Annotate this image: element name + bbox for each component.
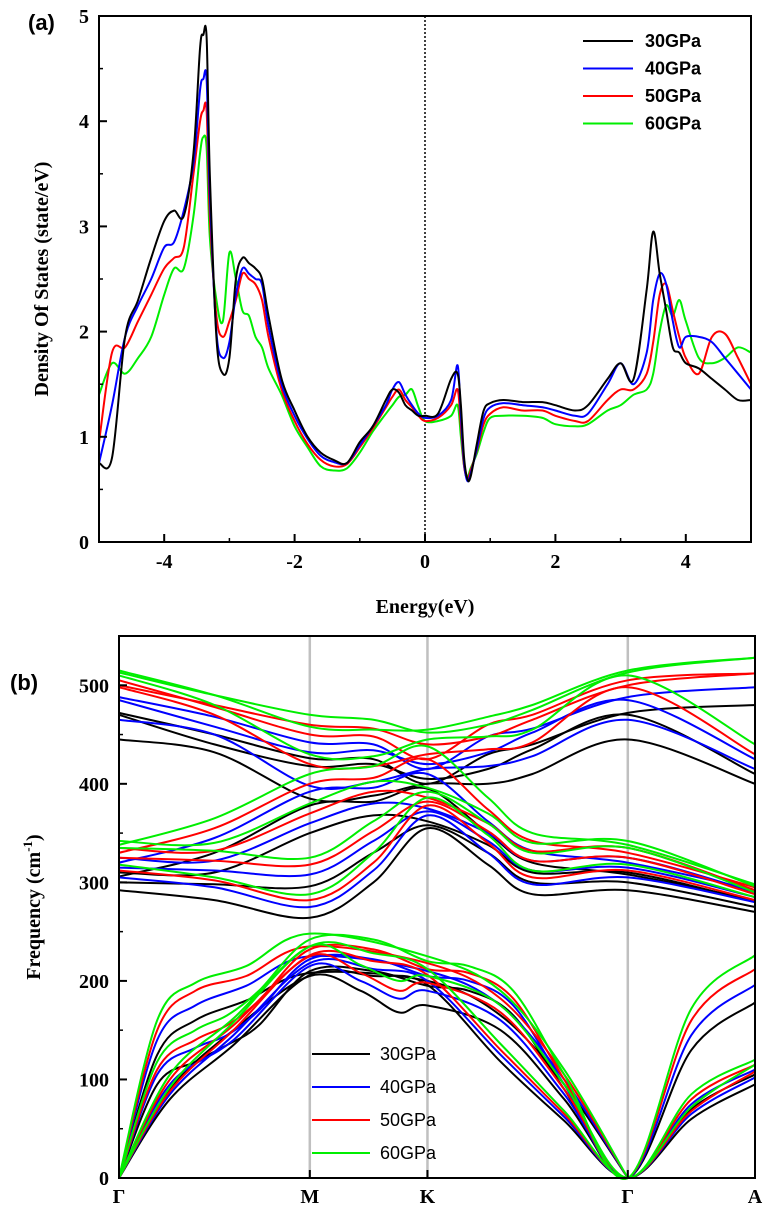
dos-x-tick-label: 2	[550, 551, 560, 573]
dos-x-tick-label: 0	[420, 551, 430, 573]
dos-y-tick-label: 0	[79, 532, 89, 554]
phonon-y-tick-label: 400	[79, 774, 109, 796]
phonon-band-40GPa	[118, 686, 756, 771]
panel-a-label: (a)	[28, 10, 55, 35]
dos-legend-label-60GPa: 60GPa	[645, 114, 702, 134]
phonon-ticks: 0 100 200 300 400 500 Γ M K Γ A	[79, 675, 763, 1208]
dos-legend-label-50GPa: 50GPa	[645, 86, 702, 106]
phonon-band-30GPa	[118, 813, 756, 904]
phonon-band-60GPa	[118, 656, 756, 734]
phonon-legend-label-50GPa: 50GPa	[380, 1110, 437, 1130]
dos-legend: 30GPa 40GPa 50GPa 60GPa	[583, 31, 702, 134]
phonon-y-axis-title-main: Frequency (cm	[23, 851, 45, 979]
dos-plot-area	[98, 16, 752, 542]
phonon-path-label: M	[300, 1186, 319, 1208]
phonon-band-50GPa	[118, 800, 756, 896]
dos-line-30GPa	[98, 24, 752, 483]
phonon-plot-area	[118, 636, 756, 1180]
dos-x-tick-label: -4	[156, 551, 173, 573]
phonon-band-60GPa	[118, 656, 756, 732]
phonon-band-50GPa	[118, 804, 756, 902]
phonon-legend-label-60GPa: 60GPa	[380, 1143, 437, 1163]
dos-x-axis-title: Energy(eV)	[376, 596, 475, 618]
phonon-band-30GPa	[118, 704, 756, 785]
phonon-y-axis-title-superscript: -1	[20, 841, 35, 852]
phonon-band-40GPa	[118, 698, 756, 766]
phonon-path-label: Γ	[621, 1186, 634, 1208]
phonon-band-60GPa	[118, 943, 756, 1180]
phonon-band-60GPa	[118, 932, 629, 1179]
phonon-band-40GPa	[118, 814, 756, 909]
phonon-y-tick-label: 300	[79, 872, 109, 894]
dos-line-40GPa	[98, 69, 752, 483]
phonon-legend-label-30GPa: 30GPa	[380, 1044, 437, 1064]
phonon-band-50GPa	[118, 686, 756, 770]
phonon-band-60GPa	[118, 796, 756, 899]
phonon-panel: (b) 0 100 200 300 400 500 Γ M K Γ A Frequency (cm-…	[10, 635, 763, 1208]
phonon-band-50GPa	[118, 672, 756, 746]
phonon-band-60GPa	[118, 790, 756, 894]
dos-y-tick-label: 4	[79, 111, 89, 133]
phonon-y-tick-label: 500	[79, 675, 109, 697]
dos-line-50GPa	[98, 101, 752, 480]
phonon-band-60GPa	[118, 674, 756, 761]
phonon-band-40GPa	[118, 810, 756, 899]
phonon-band-60GPa	[118, 779, 756, 888]
dos-ticks: -4 -2 0 2 4 0 1 2 3 4 5	[79, 6, 752, 573]
phonon-y-axis-title: Frequency (cm-1)	[20, 834, 45, 979]
phonon-legend: 30GPa 40GPa 50GPa 60GPa	[312, 1044, 437, 1163]
phonon-band-30GPa	[118, 827, 756, 920]
phonon-path-label: A	[748, 1186, 763, 1208]
phonon-y-tick-label: 200	[79, 971, 109, 993]
dos-x-tick-label: -2	[286, 551, 303, 573]
phonon-band-60GPa	[118, 744, 756, 886]
phonon-y-tick-label: 100	[79, 1069, 109, 1091]
phonon-legend-label-40GPa: 40GPa	[380, 1077, 437, 1097]
dos-legend-label-30GPa: 30GPa	[645, 31, 702, 51]
dos-y-tick-label: 1	[79, 427, 89, 449]
dos-legend-label-40GPa: 40GPa	[645, 59, 702, 79]
phonon-band-60GPa	[118, 933, 756, 1180]
phonon-path-label: K	[420, 1186, 436, 1208]
dos-y-tick-label: 5	[79, 6, 89, 28]
dos-y-axis-title: Density Of States (state/eV)	[31, 162, 53, 397]
phonon-y-axis-title-close: )	[23, 834, 45, 841]
phonon-band-50GPa	[118, 945, 629, 1179]
dos-panel: (a) -4 -2 0 2 4 0 1 2 3 4 5 Energy(eV) Density Of …	[28, 6, 752, 618]
phonon-y-tick-label: 0	[99, 1168, 109, 1190]
phonon-band-40GPa	[118, 771, 756, 892]
dos-y-tick-label: 3	[79, 216, 89, 238]
dos-y-tick-label: 2	[79, 322, 89, 344]
phonon-band-40GPa	[118, 954, 629, 1179]
phonon-path-label: Γ	[113, 1186, 126, 1208]
phonon-band-30GPa	[118, 713, 756, 780]
phonon-band-50GPa	[118, 672, 756, 761]
dos-x-tick-label: 4	[681, 551, 691, 573]
panel-b-label: (b)	[10, 670, 38, 695]
phonon-plot-frame	[118, 635, 756, 1179]
